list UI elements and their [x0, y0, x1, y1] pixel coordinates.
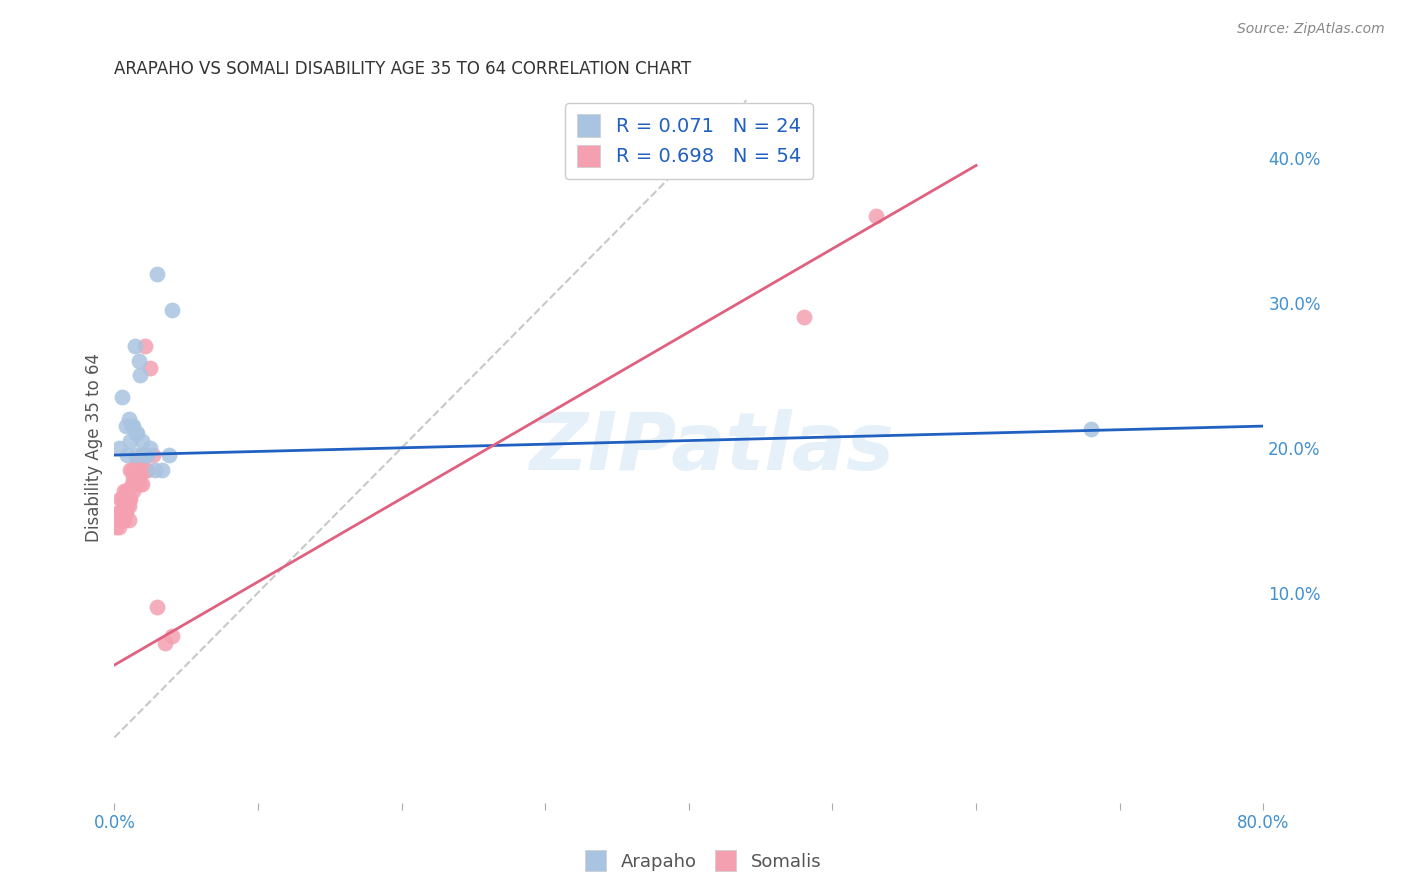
Point	[115, 419, 138, 434]
Point	[107, 520, 129, 534]
Point	[127, 426, 149, 441]
Point	[136, 462, 159, 476]
Point	[117, 448, 139, 462]
Point	[117, 491, 139, 506]
Point	[120, 491, 142, 506]
Point	[1080, 422, 1102, 436]
Point	[129, 462, 152, 476]
Point	[124, 477, 146, 491]
Point	[110, 491, 132, 506]
Point	[120, 434, 142, 448]
Point	[135, 462, 157, 476]
Point	[108, 506, 131, 520]
Point	[125, 426, 148, 441]
Point	[118, 412, 141, 426]
Point	[131, 477, 153, 491]
Point	[114, 484, 136, 499]
Point	[118, 491, 141, 506]
Point	[131, 448, 153, 462]
Point	[115, 491, 138, 506]
Text: ZIPatlas: ZIPatlas	[529, 409, 894, 487]
Point	[146, 267, 169, 281]
Point	[125, 448, 148, 462]
Point	[122, 484, 145, 499]
Y-axis label: Disability Age 35 to 64: Disability Age 35 to 64	[86, 353, 103, 542]
Point	[132, 448, 155, 462]
Point	[112, 506, 135, 520]
Point	[129, 477, 152, 491]
Text: Source: ZipAtlas.com: Source: ZipAtlas.com	[1237, 22, 1385, 37]
Point	[129, 368, 152, 383]
Point	[108, 491, 131, 506]
Point	[142, 448, 165, 462]
Legend: R = 0.071   N = 24, R = 0.698   N = 54: R = 0.071 N = 24, R = 0.698 N = 54	[565, 103, 813, 178]
Text: ARAPAHO VS SOMALI DISABILITY AGE 35 TO 64 CORRELATION CHART: ARAPAHO VS SOMALI DISABILITY AGE 35 TO 6…	[114, 60, 692, 78]
Point	[128, 354, 150, 368]
Point	[117, 484, 139, 499]
Legend: Arapaho, Somalis: Arapaho, Somalis	[578, 843, 828, 879]
Point	[105, 506, 128, 520]
Point	[160, 629, 183, 643]
Point	[127, 462, 149, 476]
Point	[153, 636, 176, 650]
Point	[104, 520, 127, 534]
Point	[122, 419, 145, 434]
Point	[131, 434, 153, 448]
Point	[150, 462, 173, 476]
Point	[125, 477, 148, 491]
Point	[115, 506, 138, 520]
Point	[139, 441, 162, 455]
Point	[117, 499, 139, 513]
Point	[122, 470, 145, 484]
Point	[107, 441, 129, 455]
Point	[110, 390, 132, 404]
Point	[124, 477, 146, 491]
Point	[110, 506, 132, 520]
Point	[121, 419, 143, 434]
Point	[134, 448, 156, 462]
Point	[112, 513, 135, 527]
Point	[118, 513, 141, 527]
Point	[114, 491, 136, 506]
Point	[112, 506, 135, 520]
Point	[139, 361, 162, 376]
Point	[118, 499, 141, 513]
Point	[107, 506, 129, 520]
Point	[125, 470, 148, 484]
Point	[160, 303, 183, 318]
Point	[146, 600, 169, 615]
Point	[121, 477, 143, 491]
Point	[157, 448, 180, 462]
Point	[127, 455, 149, 469]
Point	[128, 470, 150, 484]
Point	[124, 339, 146, 353]
Point	[121, 462, 143, 476]
Point	[865, 209, 887, 223]
Point	[134, 339, 156, 353]
Point	[793, 310, 815, 325]
Point	[143, 462, 166, 476]
Point	[115, 484, 138, 499]
Point	[136, 448, 159, 462]
Point	[122, 477, 145, 491]
Point	[114, 513, 136, 527]
Point	[110, 506, 132, 520]
Point	[120, 462, 142, 476]
Point	[128, 462, 150, 476]
